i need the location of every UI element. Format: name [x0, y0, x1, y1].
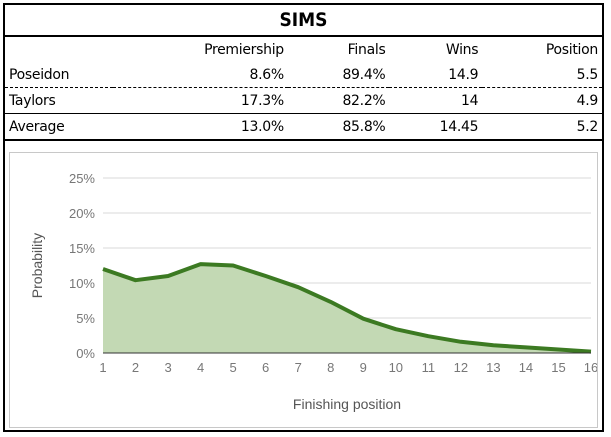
y-axis-ticks: 0% 5% 10% 15% 20% 25% — [69, 171, 95, 361]
cell-position: 4.9 — [482, 87, 602, 114]
y-tick-label: 15% — [69, 241, 95, 256]
x-tick-label: 7 — [295, 360, 302, 375]
cell-premiership: 8.6% — [113, 62, 288, 88]
row-name: Taylors — [5, 87, 113, 114]
cell-finals: 82.2% — [287, 87, 390, 114]
x-tick-label: 15 — [551, 360, 565, 375]
column-header-position: Position — [545, 41, 598, 58]
cell-premiership: 17.3% — [113, 87, 288, 114]
cell-finals: 89.4% — [287, 62, 390, 88]
y-tick-label: 5% — [76, 311, 95, 326]
y-tick-label: 20% — [69, 206, 95, 221]
table-row: Taylors 17.3% 82.2% 14 4.9 — [5, 87, 602, 114]
x-tick-label: 2 — [132, 360, 139, 375]
probability-line — [102, 262, 592, 354]
table-header-row: Premiership Finals Wins Position — [5, 37, 602, 62]
x-tick-label: 12 — [454, 360, 468, 375]
cell-position: 5.2 — [482, 113, 602, 141]
finishing-position-chart: 0%5%10%15%20%25% 1 2 3 4 5 6 7 8 9 10 11 12 13 14 15 16… — [29, 171, 598, 412]
x-axis-ticks: 1 2 3 4 5 6 7 8 9 10 11 12 13 14 15 16 — [99, 360, 598, 375]
row-name: Average — [5, 113, 113, 141]
stats-table: Premiership Finals Wins Position Poseido… — [5, 37, 602, 141]
x-tick-label: 14 — [519, 360, 533, 375]
cell-position: 5.5 — [482, 62, 602, 88]
column-header-name — [5, 37, 113, 62]
column-header-premiership: Premiership — [204, 41, 284, 58]
y-axis-label: Probability — [29, 233, 45, 298]
column-header-wins: Wins — [445, 41, 479, 58]
sims-panel: SIMS Premiership Finals Wins Position Po… — [3, 3, 604, 432]
x-tick-label: 1 — [99, 360, 106, 375]
table-row: Average 13.0% 85.8% 14.45 5.2 — [5, 113, 602, 141]
x-tick-label: 11 — [422, 360, 436, 375]
probability-area — [103, 264, 591, 353]
cell-wins: 14.9 — [389, 62, 483, 88]
y-tick-label: 25% — [69, 171, 95, 186]
x-tick-label: 13 — [486, 360, 500, 375]
panel-title: SIMS — [5, 5, 602, 37]
x-tick-label: 5 — [230, 360, 237, 375]
x-tick-label: 4 — [197, 360, 204, 375]
column-header-finals: Finals — [347, 41, 386, 58]
chart-container: 0% 5% 10% 15% 20% 25% 1 2 3 4 5 6 7 8 9 10 11 12 13 14 15 16… — [9, 152, 598, 428]
cell-finals: 85.8% — [287, 113, 390, 141]
x-tick-label: 9 — [360, 360, 367, 375]
x-tick-label: 10 — [389, 360, 403, 375]
x-tick-label: 6 — [262, 360, 269, 375]
row-name: Poseidon — [5, 62, 113, 88]
x-tick-label: 3 — [164, 360, 171, 375]
x-tick-label: 8 — [327, 360, 334, 375]
y-tick-label: 10% — [69, 276, 95, 291]
table-row: Poseidon 8.6% 89.4% 14.9 5.5 — [5, 62, 602, 88]
x-axis-label: Finishing position — [293, 396, 401, 412]
y-tick-label: 0% — [76, 346, 95, 361]
x-tick-label: 16 — [584, 360, 597, 375]
cell-wins: 14 — [389, 87, 483, 114]
cell-premiership: 13.0% — [113, 113, 288, 141]
cell-wins: 14.45 — [389, 113, 483, 141]
